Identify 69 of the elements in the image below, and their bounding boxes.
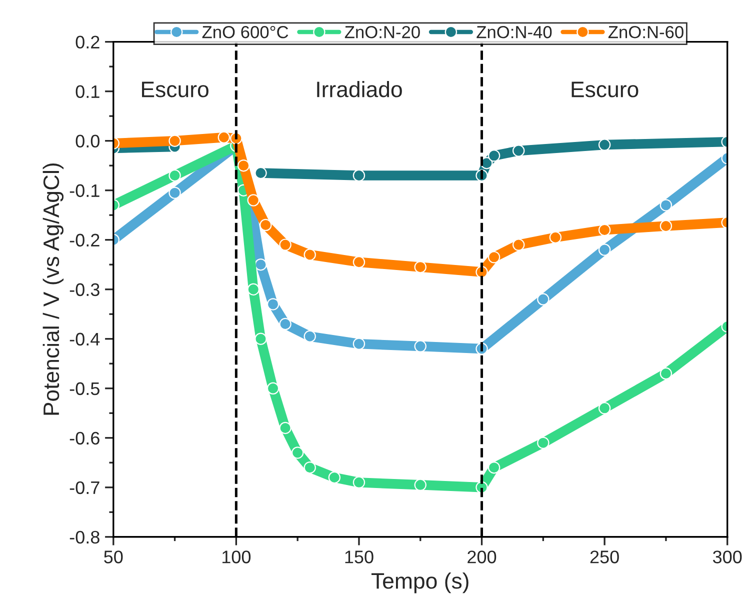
point — [488, 251, 500, 264]
point — [598, 402, 611, 414]
point — [304, 330, 316, 342]
y-tick-label: -0.8 — [70, 530, 100, 544]
legend-label: ZnO:N-40 — [476, 26, 552, 38]
point — [512, 238, 525, 251]
y-tick-label: -0.5 — [70, 382, 100, 396]
point — [598, 224, 611, 236]
annotation: Escuro — [142, 82, 208, 98]
y-tick-label: 0.1 — [76, 85, 100, 98]
point — [549, 231, 562, 244]
y-tick-label: -0.6 — [70, 432, 100, 445]
point — [260, 218, 272, 232]
point — [537, 436, 550, 449]
legend-label: ZnO:N-20 — [344, 26, 420, 38]
point — [279, 318, 292, 330]
point — [414, 478, 426, 492]
point — [254, 258, 267, 271]
point — [598, 244, 611, 256]
y-tick-label: -0.2 — [70, 234, 100, 247]
y-axis-title: Potencial / V (vs Ag/AgCl) — [42, 164, 64, 415]
point — [254, 166, 267, 180]
x-tick-label: 100 — [222, 550, 251, 564]
point — [266, 382, 280, 394]
point — [291, 446, 304, 459]
y-tick-label: -0.7 — [70, 481, 100, 494]
y-tick-label: -0.1 — [70, 184, 100, 198]
point — [266, 298, 280, 310]
point — [352, 256, 366, 268]
point — [598, 138, 611, 151]
point — [237, 159, 250, 172]
point — [512, 144, 525, 157]
point — [304, 248, 316, 261]
point — [218, 131, 230, 144]
point — [488, 461, 500, 474]
x-tick-label: 250 — [590, 550, 619, 564]
legend-label: ZnO 600°C — [202, 26, 288, 38]
legend-label: ZnO:N-60 — [608, 26, 684, 38]
annotation: Escuro — [572, 82, 638, 98]
point — [279, 422, 292, 434]
y-tick-label: 0.0 — [76, 134, 100, 148]
x-tick-label: 50 — [104, 550, 123, 564]
point — [352, 476, 366, 489]
point — [414, 260, 426, 274]
point — [352, 338, 366, 350]
point — [247, 194, 260, 206]
x-tick-label: 200 — [468, 550, 496, 564]
point — [488, 150, 500, 162]
point — [168, 169, 181, 182]
x-tick-label: 150 — [345, 550, 374, 564]
point — [660, 367, 672, 380]
y-tick-label: 0.2 — [76, 36, 100, 49]
point — [414, 340, 426, 352]
point — [279, 238, 292, 251]
point — [660, 220, 672, 232]
point — [660, 199, 672, 212]
y-tick-label: -0.4 — [70, 332, 100, 346]
point — [352, 169, 366, 182]
annotation: Irradiado — [317, 80, 402, 98]
point — [168, 134, 181, 147]
x-tick-label: 300 — [712, 550, 742, 564]
point — [247, 283, 260, 296]
y-tick-label: -0.3 — [70, 283, 100, 296]
point — [168, 186, 181, 199]
x-axis-title: Tempo (s) — [371, 572, 468, 594]
point — [304, 461, 316, 474]
point — [254, 332, 267, 345]
point — [537, 293, 550, 306]
point — [328, 471, 341, 484]
